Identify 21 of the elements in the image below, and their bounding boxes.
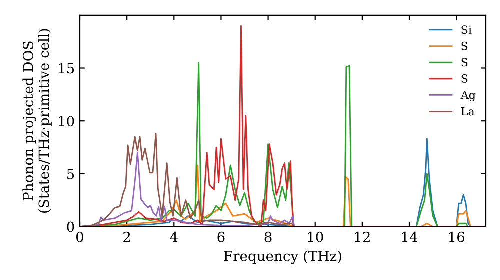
y-tick-label: 10 xyxy=(59,116,74,127)
legend-label: S xyxy=(462,74,468,83)
x-tick-label: 2 xyxy=(124,232,130,242)
y-tick-label: 0 xyxy=(67,222,74,232)
x-tick-label: 10 xyxy=(308,232,324,242)
x-tick-label: 4 xyxy=(170,232,178,242)
x-tick-label: 8 xyxy=(264,232,272,242)
x-tick-label: 6 xyxy=(218,232,225,242)
legend-label: Si xyxy=(462,26,472,34)
legend-label: S xyxy=(462,42,468,50)
x-axis-title: Frequency (THz) xyxy=(224,250,342,264)
y-tick-label: 5 xyxy=(67,169,74,180)
x-tick-label: 0 xyxy=(76,232,84,242)
y-axis-title: Phonon projected DOS (States/THz·primitive cell) xyxy=(22,29,52,213)
x-tick-label: 16 xyxy=(449,232,465,242)
legend-label: La xyxy=(461,107,475,116)
legend-label: S xyxy=(462,58,468,67)
legend-label: Ag xyxy=(460,90,476,102)
y-tick-label: 15 xyxy=(59,63,74,74)
x-tick-label: 12 xyxy=(355,232,370,242)
x-tick-label: 14 xyxy=(402,232,418,242)
